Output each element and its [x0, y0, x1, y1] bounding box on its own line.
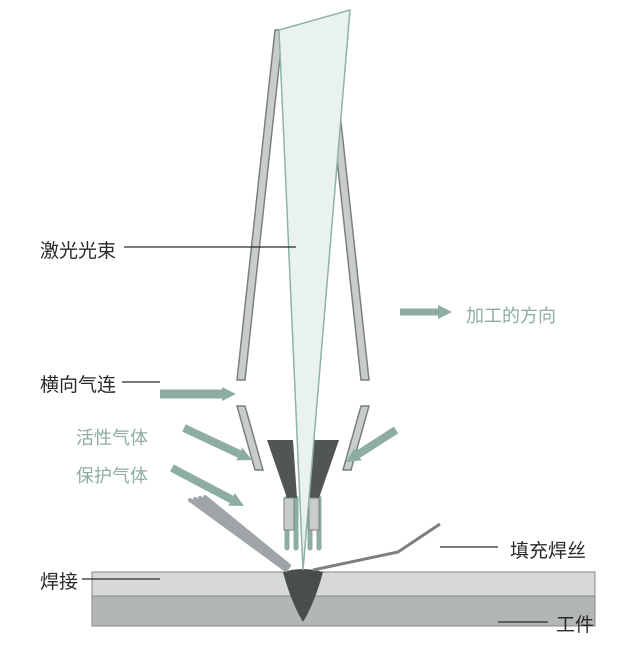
label-active-gas: 活性气体 — [76, 424, 148, 450]
wire-feed — [313, 524, 440, 570]
label-direction: 加工的方向 — [466, 302, 556, 328]
inner-nozzle — [267, 440, 297, 498]
filler-wire — [205, 497, 289, 566]
label-laser-beam: 激光光束 — [40, 236, 116, 263]
outer-nozzle-lower — [237, 406, 263, 470]
outer-nozzle-upper — [237, 30, 283, 380]
label-fill-wire: 填充焊丝 — [510, 536, 586, 563]
filler-wire — [195, 499, 287, 569]
filler-wire — [190, 500, 286, 570]
label-workpiece: 工件 — [556, 610, 594, 637]
label-cross-gas: 横向气连 — [40, 370, 116, 397]
label-shield-gas: 保护气体 — [76, 462, 148, 488]
inner-tube — [309, 498, 319, 530]
filler-wire — [200, 498, 288, 567]
label-weld: 焊接 — [40, 567, 78, 594]
inner-tube — [284, 498, 294, 530]
workpiece-top — [92, 572, 595, 596]
